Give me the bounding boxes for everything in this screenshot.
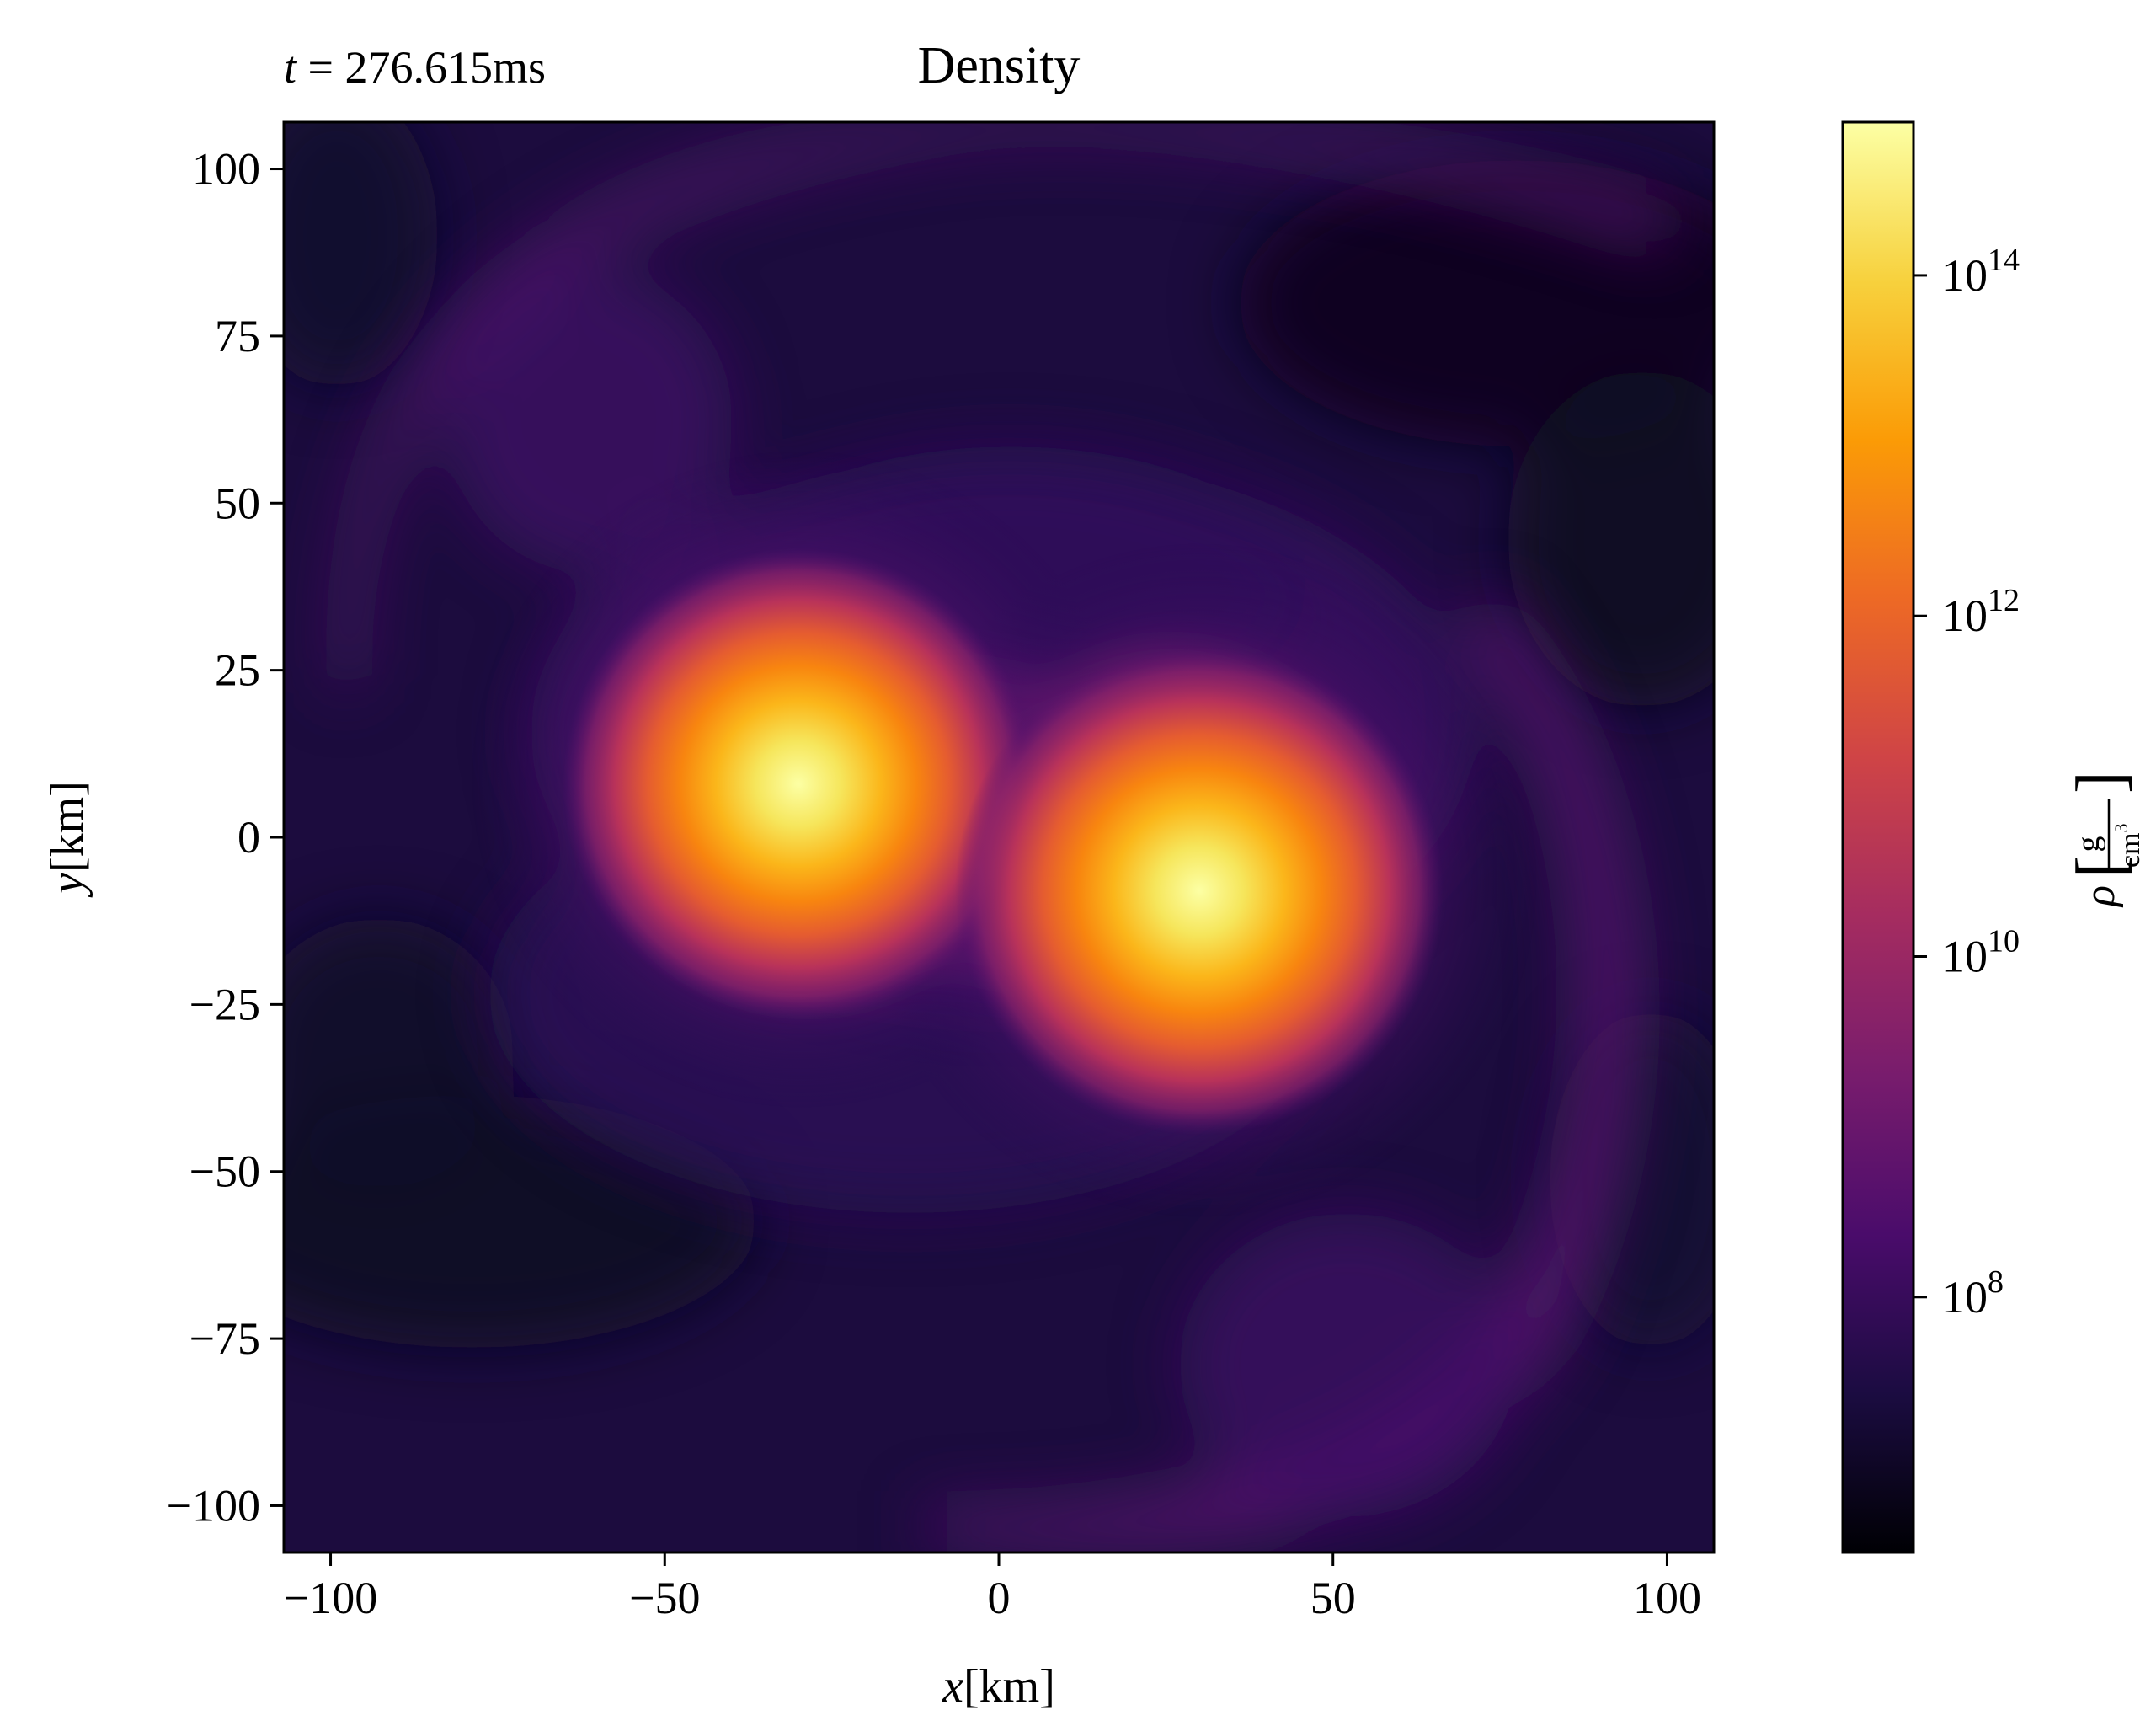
colorbar-tick-label: 108 (1942, 1264, 2004, 1323)
y-tick-label: −75 (189, 1313, 260, 1364)
colorbar-label-denominator-power: 3 (2111, 823, 2132, 832)
y-tick-label: −100 (167, 1480, 260, 1531)
y-axis-label-var: y (41, 873, 93, 898)
colorbar-label: ρ [ g cm3 ] (2063, 771, 2146, 908)
x-tick-label: 100 (1633, 1573, 1701, 1623)
colorbar (1843, 122, 1913, 1552)
x-axis-label-var: x (942, 1660, 963, 1713)
x-axis-label: x[km] (942, 1660, 1055, 1713)
x-tick-label: −100 (284, 1573, 377, 1623)
colorbar-ticks: 108 1010 1012 1014 (1913, 243, 2020, 1323)
heatmap (284, 122, 1714, 1552)
x-tick-label: −50 (629, 1573, 700, 1623)
y-tick-label: −50 (189, 1146, 260, 1197)
colorbar-label-denominator: cm3 (2111, 823, 2146, 868)
colorbar-label-bracket-right: ] (2063, 771, 2137, 794)
y-tick-label: 100 (192, 144, 260, 195)
y-tick-label: −25 (189, 979, 260, 1029)
colorbar-tick-label: 1012 (1942, 583, 2020, 641)
y-axis-label: y[km] (41, 781, 93, 898)
time-value: 276.615ms (344, 42, 546, 93)
colorbar-frame (1841, 120, 1915, 1554)
colorbar-label-bracket-left: [ (2063, 855, 2137, 878)
y-tick-label: 25 (215, 645, 260, 696)
x-axis-label-unit: [km] (963, 1660, 1055, 1713)
y-tick-label: 0 (237, 812, 260, 863)
colorbar-tick-label: 1014 (1942, 243, 2020, 301)
y-axis-label-unit: [km] (41, 781, 93, 873)
x-axis-ticks: −100 −50 0 50 100 (284, 1552, 1701, 1623)
x-tick-label: 0 (988, 1573, 1011, 1623)
colorbar-label-numerator: g (2071, 836, 2106, 852)
time-annotation: t = 276.615ms (284, 42, 546, 93)
chart-title: Density (918, 37, 1081, 94)
y-tick-label: 50 (215, 478, 260, 528)
core-left (562, 548, 1034, 1020)
y-tick-label: 75 (215, 311, 260, 361)
colorbar-label-symbol: ρ (2076, 885, 2124, 908)
x-tick-label: 50 (1310, 1573, 1356, 1623)
colorbar-label-denominator-base: cm (2115, 832, 2146, 868)
time-var: t (284, 42, 298, 93)
time-equals: = (296, 42, 344, 93)
colorbar-tick-label: 1010 (1942, 924, 2020, 982)
y-axis-ticks: 100 75 50 25 0 −25 −50 −75 −100 (167, 144, 284, 1531)
core-right (955, 646, 1444, 1136)
